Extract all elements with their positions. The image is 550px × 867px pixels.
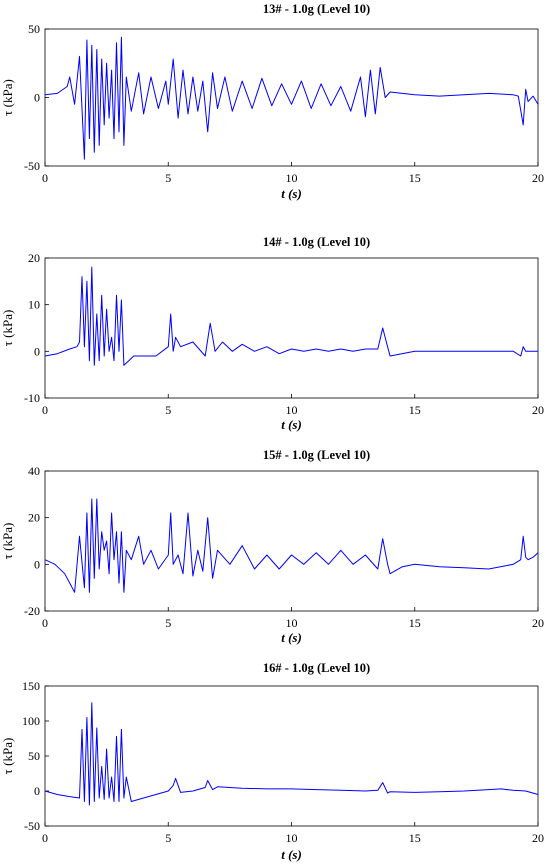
x-axis-label: t (s) xyxy=(281,417,302,432)
chart-title: 16# - 1.0g (Level 10) xyxy=(263,661,370,675)
x-tick-label: 10 xyxy=(286,616,298,630)
series-line xyxy=(44,702,539,806)
x-tick-label: 15 xyxy=(409,616,421,630)
y-tick-label: -10 xyxy=(24,391,40,405)
x-tick-label: 10 xyxy=(286,831,298,845)
x-tick-label: 15 xyxy=(409,171,421,185)
x-tick-label: 10 xyxy=(286,171,298,185)
x-tick-label: 5 xyxy=(165,831,171,845)
y-axis-label: τ (kPa) xyxy=(0,523,15,560)
x-tick-label: 20 xyxy=(532,616,544,630)
y-tick-label: -50 xyxy=(24,819,40,833)
x-tick-label: 5 xyxy=(165,171,171,185)
x-tick-label: 0 xyxy=(42,171,48,185)
y-axis-label: τ (kPa) xyxy=(0,79,15,116)
y-axis-label: τ (kPa) xyxy=(0,310,15,347)
y-tick-label: -20 xyxy=(24,604,40,618)
series-line xyxy=(44,36,539,160)
x-tick-label: 0 xyxy=(42,831,48,845)
series-line xyxy=(44,498,539,593)
x-tick-label: 15 xyxy=(409,403,421,417)
x-tick-label: 20 xyxy=(532,403,544,417)
y-tick-label: 0 xyxy=(34,784,40,798)
y-tick-label: 50 xyxy=(28,749,40,763)
y-tick-label: -50 xyxy=(24,159,40,173)
x-tick-label: 20 xyxy=(532,171,544,185)
y-tick-label: 10 xyxy=(28,298,40,312)
x-tick-label: 0 xyxy=(42,403,48,417)
x-tick-label: 5 xyxy=(165,403,171,417)
y-tick-label: 50 xyxy=(28,22,40,36)
chart-title: 14# - 1.0g (Level 10) xyxy=(263,235,370,249)
y-tick-label: 100 xyxy=(22,714,40,728)
y-tick-label: 0 xyxy=(34,557,40,571)
chart-title: 13# - 1.0g (Level 10) xyxy=(263,2,370,16)
x-axis-label: t (s) xyxy=(281,630,302,645)
y-tick-label: 150 xyxy=(22,679,40,693)
plot-frame xyxy=(44,257,539,399)
series-line xyxy=(44,266,538,366)
plot-frame xyxy=(44,28,539,167)
chart-panel-4: 16# - 1.0g (Level 10)0 5 10 15 20-5005010015… xyxy=(0,661,544,862)
y-tick-label: 40 xyxy=(28,464,40,478)
x-tick-label: 0 xyxy=(42,616,48,630)
y-axis-label: τ (kPa) xyxy=(0,738,15,775)
x-tick-label: 5 xyxy=(165,616,171,630)
y-tick-label: 20 xyxy=(28,251,40,265)
chart-title: 15# - 1.0g (Level 10) xyxy=(263,448,370,462)
y-tick-label: 0 xyxy=(34,91,40,105)
plot-frame xyxy=(44,470,539,612)
x-tick-label: 15 xyxy=(409,831,421,845)
x-tick-label: 20 xyxy=(532,831,544,845)
y-tick-label: 20 xyxy=(28,511,40,525)
x-axis-label: t (s) xyxy=(281,847,302,862)
y-tick-label: 0 xyxy=(34,344,40,358)
x-axis-label: t (s) xyxy=(281,186,302,201)
x-tick-label: 10 xyxy=(286,403,298,417)
plot-frame xyxy=(44,685,539,827)
